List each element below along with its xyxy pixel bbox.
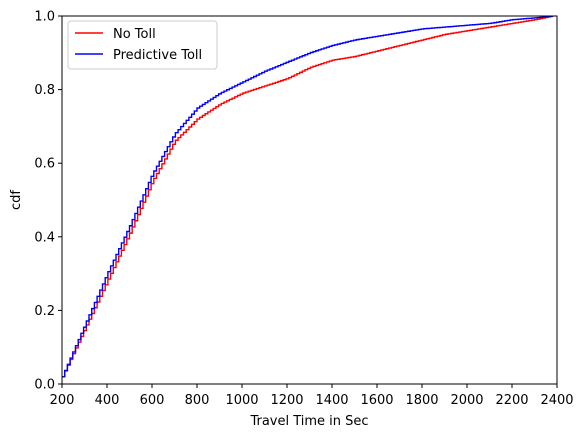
x-tick-label: 2200 [495, 393, 528, 408]
legend-label-predictive-toll: Predictive Toll [113, 48, 202, 63]
x-axis-ticks: 200 400 600 800 1000 1200 1400 1600 1800 2000 2200… [50, 384, 574, 408]
y-tick-label: 0.2 [34, 304, 55, 319]
series-line-predictive-toll [62, 15, 554, 378]
x-tick-label: 1000 [225, 393, 258, 408]
legend-label-no-toll: No Toll [113, 27, 156, 42]
x-tick-label: 200 [50, 393, 75, 408]
series-line-no-toll [62, 15, 554, 378]
y-tick-label: 0.4 [34, 230, 55, 245]
legend: No Toll Predictive Toll [67, 20, 218, 70]
y-axis-ticks: 0.0 0.2 0.4 0.6 0.8 1.0 [34, 10, 62, 393]
y-axis-label: cdf [9, 190, 24, 210]
plot-area [62, 16, 557, 384]
y-tick-label: 0.8 [34, 83, 55, 98]
x-axis-label: Travel Time in Sec [249, 414, 368, 429]
x-tick-label: 400 [95, 393, 120, 408]
x-tick-label: 1800 [405, 393, 438, 408]
x-tick-label: 1600 [360, 393, 393, 408]
y-tick-label: 0.6 [34, 157, 55, 172]
x-tick-label: 1400 [315, 393, 348, 408]
x-tick-label: 2400 [540, 393, 573, 408]
x-tick-label: 1200 [270, 393, 303, 408]
series-layer [62, 15, 554, 378]
plot-frame [61, 15, 558, 385]
y-tick-label: 0.0 [34, 378, 55, 393]
x-tick-label: 800 [185, 393, 210, 408]
legend-box [67, 20, 218, 70]
x-tick-label: 2000 [450, 393, 483, 408]
y-tick-label: 1.0 [34, 10, 55, 25]
x-tick-label: 600 [140, 393, 165, 408]
